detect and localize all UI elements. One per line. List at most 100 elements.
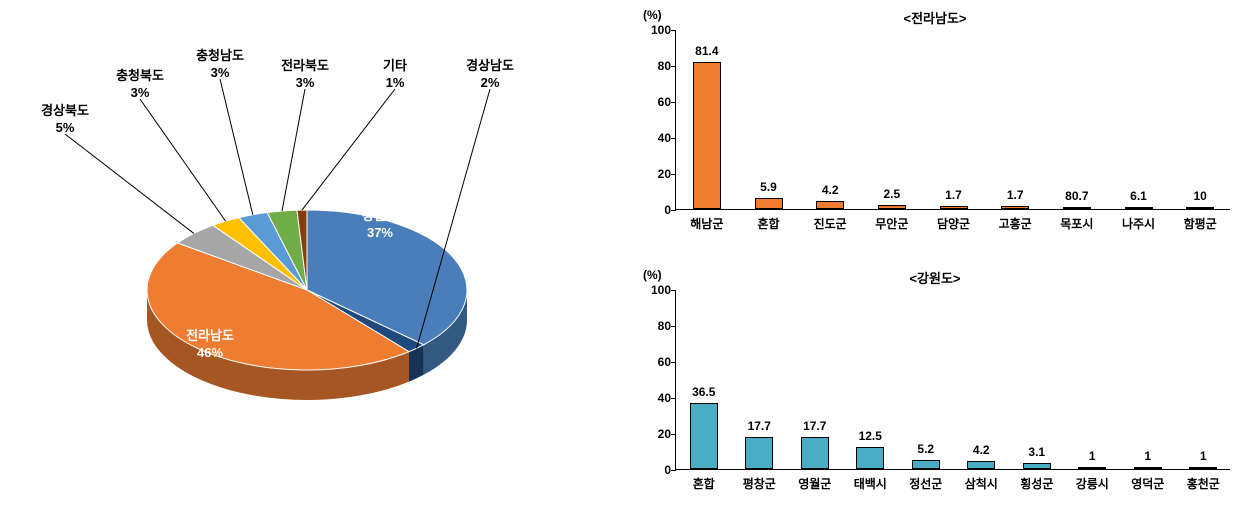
bar-category-label: 함평군 [1184, 215, 1217, 232]
bar [1134, 467, 1162, 469]
bar [1001, 206, 1029, 209]
bar-category-label: 횡성군 [1020, 475, 1053, 492]
pie-slice-label: 충청남도3% [196, 48, 244, 82]
y-tick-label: 100 [636, 283, 671, 297]
bar-group: 1강릉시 [1078, 467, 1106, 469]
bar-value-label: 5.2 [917, 442, 934, 456]
y-tick-label: 0 [636, 463, 671, 477]
y-tick-label: 40 [636, 131, 671, 145]
bar-value-label: 80.7 [1065, 189, 1088, 203]
bar-charts-panel: (%) <전라남도> 02040608010081.4해남군5.9혼합4.2진도… [615, 0, 1255, 521]
bar-group: 2.5무안군 [878, 205, 906, 210]
y-tick-mark [671, 102, 676, 103]
bar-value-label: 2.5 [883, 187, 900, 201]
bar-value-label: 12.5 [859, 429, 882, 443]
leader-line [302, 89, 395, 210]
bar-category-label: 정선군 [909, 475, 942, 492]
bar-category-label: 고흥군 [999, 215, 1032, 232]
pie-slice-label: 충청북도3% [116, 68, 164, 102]
bar-group: 1홍천군 [1189, 467, 1217, 469]
bar-value-label: 3.1 [1028, 445, 1045, 459]
y-tick-mark [671, 174, 676, 175]
bar-category-label: 해남군 [690, 215, 723, 232]
y-tick-mark [671, 362, 676, 363]
pie-chart-panel: 강원도37%경상남도2%전라남도46%경상북도5%충청북도3%충청남도3%전라북… [0, 0, 615, 521]
bar [745, 437, 773, 469]
pie-slice-label: 전라남도46% [186, 328, 234, 362]
y-tick-label: 60 [636, 355, 671, 369]
bar-category-label: 영덕군 [1131, 475, 1164, 492]
bar-category-label: 혼합 [693, 475, 715, 492]
bar [912, 460, 940, 469]
leader-line [282, 89, 305, 211]
chart-title: <전라남도> [903, 8, 966, 27]
bar-category-label: 나주시 [1122, 215, 1155, 232]
bar-group: 3.1횡성군 [1023, 463, 1051, 469]
bar [878, 205, 906, 210]
bar-group: 5.2정선군 [912, 460, 940, 469]
y-tick-mark [671, 326, 676, 327]
pie-slice-label: 전라북도3% [281, 58, 329, 92]
y-tick-label: 80 [636, 319, 671, 333]
bar-value-label: 1 [1200, 449, 1207, 463]
bar-category-label: 혼합 [757, 215, 779, 232]
bar-value-label: 6.1 [1130, 189, 1147, 203]
bar [940, 206, 968, 209]
bar-chart-gangwon: (%) <강원도> 02040608010036.5혼합17.7평창군17.7영… [615, 260, 1255, 520]
pie-slice-label: 강원도37% [362, 208, 398, 242]
y-tick-mark [671, 434, 676, 435]
bar [690, 403, 718, 469]
bar-value-label: 36.5 [692, 385, 715, 399]
y-tick-mark [671, 30, 676, 31]
pie-slice-label: 기타1% [383, 58, 407, 92]
y-tick-mark [671, 138, 676, 139]
bar-group: 80.7목포시 [1063, 207, 1091, 209]
y-tick-mark [671, 470, 676, 471]
bar-value-label: 17.7 [748, 419, 771, 433]
bar-group: 6.1나주시 [1125, 207, 1153, 209]
bar-category-label: 목포시 [1060, 215, 1093, 232]
bar [856, 447, 884, 470]
bar-value-label: 1.7 [1007, 188, 1024, 202]
bar-value-label: 17.7 [803, 419, 826, 433]
bar-group: 17.7평창군 [745, 437, 773, 469]
bar [1189, 467, 1217, 469]
bar-group: 81.4해남군 [693, 62, 721, 209]
bar-value-label: 10 [1193, 189, 1206, 203]
y-tick-label: 20 [636, 167, 671, 181]
bar [693, 62, 721, 209]
y-tick-mark [671, 398, 676, 399]
y-tick-label: 60 [636, 95, 671, 109]
bar [1023, 463, 1051, 469]
y-tick-mark [671, 290, 676, 291]
bar-category-label: 진도군 [814, 215, 847, 232]
bar-group: 1.7고흥군 [1001, 206, 1029, 209]
bar-group: 17.7영월군 [801, 437, 829, 469]
bar [1078, 467, 1106, 469]
bar-category-label: 평창군 [743, 475, 776, 492]
leader-line [220, 79, 253, 215]
bar-value-label: 1.7 [945, 188, 962, 202]
bar-group: 4.2진도군 [816, 201, 844, 209]
y-unit-label: (%) [643, 8, 662, 22]
y-tick-mark [671, 66, 676, 67]
y-tick-mark [671, 210, 676, 211]
bar-group: 4.2삼척시 [967, 461, 995, 469]
bar-value-label: 4.2 [973, 443, 990, 457]
bar-value-label: 1 [1144, 449, 1151, 463]
bar-group: 36.5혼합 [690, 403, 718, 469]
y-unit-label: (%) [643, 268, 662, 282]
bar [755, 198, 783, 209]
bar-group: 10함평군 [1186, 207, 1214, 209]
y-tick-label: 0 [636, 203, 671, 217]
bar [967, 461, 995, 469]
bar-group: 1영덕군 [1134, 467, 1162, 469]
bar-group: 12.5태백시 [856, 447, 884, 470]
bar-value-label: 5.9 [760, 180, 777, 194]
y-tick-label: 80 [636, 59, 671, 73]
bar-group: 1.7담양군 [940, 206, 968, 209]
bar-group: 5.9혼합 [755, 198, 783, 209]
plot-area: 02040608010036.5혼합17.7평창군17.7영월군12.5태백시5… [675, 290, 1230, 470]
plot-area: 02040608010081.4해남군5.9혼합4.2진도군2.5무안군1.7담… [675, 30, 1230, 210]
leader-line [140, 99, 226, 221]
